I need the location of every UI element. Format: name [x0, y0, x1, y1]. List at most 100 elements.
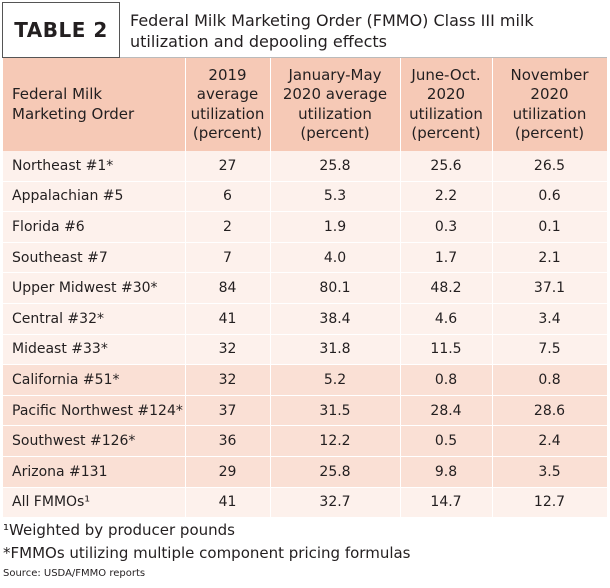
- cell: 28.4: [400, 395, 493, 427]
- cell: 32: [185, 364, 271, 396]
- cell: 1.7: [400, 242, 493, 274]
- cell: 2.2: [400, 181, 493, 213]
- row-label: Upper Midwest #30*: [3, 272, 186, 304]
- cell: 4.0: [270, 242, 401, 274]
- cell: 5.3: [270, 181, 401, 213]
- cell: 38.4: [270, 303, 401, 335]
- cell: 3.5: [492, 456, 608, 488]
- cell: 0.3: [400, 211, 493, 243]
- cell: 7: [185, 242, 271, 274]
- row-label: California #51*: [3, 364, 186, 396]
- header-line: (percent): [192, 124, 263, 142]
- header-line: (percent): [514, 124, 585, 142]
- header-row: Federal Milk Marketing Order 2019 average ut…: [3, 58, 608, 151]
- cell: 28.6: [492, 395, 608, 427]
- footnote: *FMMOs utilizing multiple component pric…: [3, 544, 411, 562]
- header-line: (percent): [411, 124, 481, 142]
- cell: 36: [185, 425, 271, 457]
- header-line: 2019: [208, 65, 247, 84]
- row-label: Pacific Northwest #124*: [3, 395, 186, 427]
- cell: 11.5: [400, 334, 493, 366]
- table-row: Upper Midwest #30* 84 80.1 48.2 37.1: [3, 272, 608, 304]
- table-row: Appalachian #5 6 5.3 2.2 0.6: [3, 181, 608, 213]
- row-label: Appalachian #5: [3, 181, 186, 213]
- table-row: All FMMOs¹ 41 32.7 14.7 12.7: [3, 487, 608, 519]
- column-header: November 2020 utilization (percent): [492, 58, 608, 151]
- column-header: January-May 2020 average utilization (perce…: [270, 58, 401, 151]
- header-line: November: [510, 65, 589, 84]
- column-header: 2019 average utilization (percent): [185, 58, 271, 151]
- header-line: utilization: [409, 104, 483, 123]
- table-row: Pacific Northwest #124* 37 31.5 28.4 28.6: [3, 395, 608, 427]
- cell: 1.9: [270, 211, 401, 243]
- column-header: Federal Milk Marketing Order: [3, 58, 186, 151]
- title-line: Federal Milk Marketing Order (FMMO) Clas…: [130, 11, 534, 30]
- cell: 0.8: [400, 364, 493, 396]
- cell: 48.2: [400, 272, 493, 304]
- cell: 12.7: [492, 487, 608, 519]
- cell: 32.7: [270, 487, 401, 519]
- cell: 37: [185, 395, 271, 427]
- cell: 31.5: [270, 395, 401, 427]
- row-label: Arizona #131: [3, 456, 186, 488]
- title-line: utilization and depooling effects: [130, 32, 387, 51]
- cell: 25.8: [270, 151, 401, 182]
- cell: 6: [185, 181, 271, 213]
- cell: 3.4: [492, 303, 608, 335]
- table-row: Northeast #1* 27 25.8 25.6 26.5: [3, 151, 608, 182]
- table-row: Southeast #7 7 4.0 1.7 2.1: [3, 242, 608, 274]
- cell: 84: [185, 272, 271, 304]
- cell: 4.6: [400, 303, 493, 335]
- cell: 7.5: [492, 334, 608, 366]
- cell: 0.6: [492, 181, 608, 213]
- header-line: Marketing Order: [12, 104, 135, 123]
- header-line: average: [196, 85, 259, 103]
- cell: 0.5: [400, 425, 493, 457]
- divider: [120, 57, 607, 58]
- row-label: Southeast #7: [3, 242, 186, 274]
- cell: 2.1: [492, 242, 608, 274]
- table-row: Arizona #131 29 25.8 9.8 3.5: [3, 456, 608, 488]
- cell: 31.8: [270, 334, 401, 366]
- cell: 29: [185, 456, 271, 488]
- header-line: (percent): [300, 124, 370, 142]
- row-label: Florida #6: [3, 211, 186, 243]
- header-line: utilization: [190, 104, 265, 123]
- cell: 41: [185, 487, 271, 519]
- table-row: California #51* 32 5.2 0.8 0.8: [3, 364, 608, 396]
- cell: 25.6: [400, 151, 493, 182]
- header-line: Federal Milk: [12, 85, 103, 103]
- row-label: Northeast #1*: [3, 151, 186, 182]
- table-title: Federal Milk Marketing Order (FMMO) Clas…: [130, 10, 534, 52]
- footnote: ¹Weighted by producer pounds: [3, 521, 235, 539]
- cell: 0.1: [492, 211, 608, 243]
- header-line: 2020 average: [282, 85, 388, 103]
- row-label: All FMMOs¹: [3, 487, 186, 519]
- header-line: utilization: [298, 104, 372, 123]
- table-label: TABLE 2: [2, 2, 120, 58]
- row-label: Central #32*: [3, 303, 186, 335]
- cell: 2: [185, 211, 271, 243]
- table-body: Northeast #1* 27 25.8 25.6 26.5 Appalachian #…: [3, 151, 608, 519]
- cell: 9.8: [400, 456, 493, 488]
- cell: 14.7: [400, 487, 493, 519]
- row-label: Southwest #126*: [3, 425, 186, 457]
- header-line: January-May: [288, 65, 382, 84]
- header-line: 2020: [530, 85, 569, 103]
- cell: 80.1: [270, 272, 401, 304]
- header-line: utilization: [512, 104, 587, 123]
- cell: 32: [185, 334, 271, 366]
- table-row: Florida #6 2 1.9 0.3 0.1: [3, 211, 608, 243]
- cell: 25.8: [270, 456, 401, 488]
- cell: 41: [185, 303, 271, 335]
- cell: 26.5: [492, 151, 608, 182]
- data-table: Federal Milk Marketing Order 2019 average ut…: [3, 58, 608, 519]
- row-label: Mideast #33*: [3, 334, 186, 366]
- table-row: Southwest #126* 36 12.2 0.5 2.4: [3, 425, 608, 457]
- cell: 5.2: [270, 364, 401, 396]
- source: Source: USDA/FMMO reports: [3, 568, 146, 579]
- cell: 37.1: [492, 272, 608, 304]
- header-line: 2020: [426, 85, 466, 103]
- header-line: June-Oct.: [411, 65, 481, 84]
